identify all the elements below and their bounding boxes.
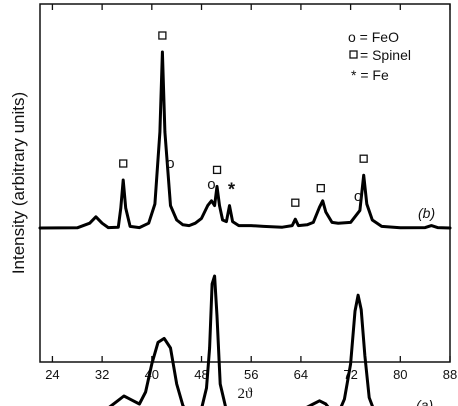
fe-star-marker: * [228,180,235,200]
legend-spinel-square-icon [349,50,358,59]
spinel-square-marker [359,154,368,163]
spinel-square-marker [212,165,222,175]
x-tick-label: 88 [443,367,457,382]
legend-entry-spinel: = Spinel [360,47,411,63]
x-tick-label: 56 [244,367,258,382]
feo-o-marker: o [354,188,362,205]
spinel-square-marker [119,159,128,168]
x-axis-tick-labels: 24 32 40 48 56 64 72 80 88 [45,367,457,382]
x-tick-label: 64 [294,367,308,382]
spinel-square-marker [158,31,167,40]
legend-entry-fe: * = Fe [351,67,389,83]
x-axis-title: 2ϑ [238,386,254,402]
y-axis-title: Intensity (arbitrary units) [9,92,28,274]
legend: o = FeO = Spinel * = Fe [348,29,411,83]
spinel-square-marker [291,198,300,207]
spinel-square-marker [316,183,325,193]
legend-entry-feo: o = FeO [348,29,399,45]
peak-markers: o o * o [119,31,368,207]
x-tick-label: 32 [95,367,109,382]
plot-area [39,3,451,363]
series-a-label: (a) [416,397,433,406]
x-tick-label: 80 [393,367,407,382]
x-tick-label: 24 [45,367,59,382]
series-b-label: (b) [418,205,435,221]
series-a-line [108,274,374,406]
series-b-line [38,50,452,230]
x-tick-label: 48 [194,367,208,382]
feo-o-marker: o [166,155,174,172]
feo-o-marker: o [207,176,215,193]
